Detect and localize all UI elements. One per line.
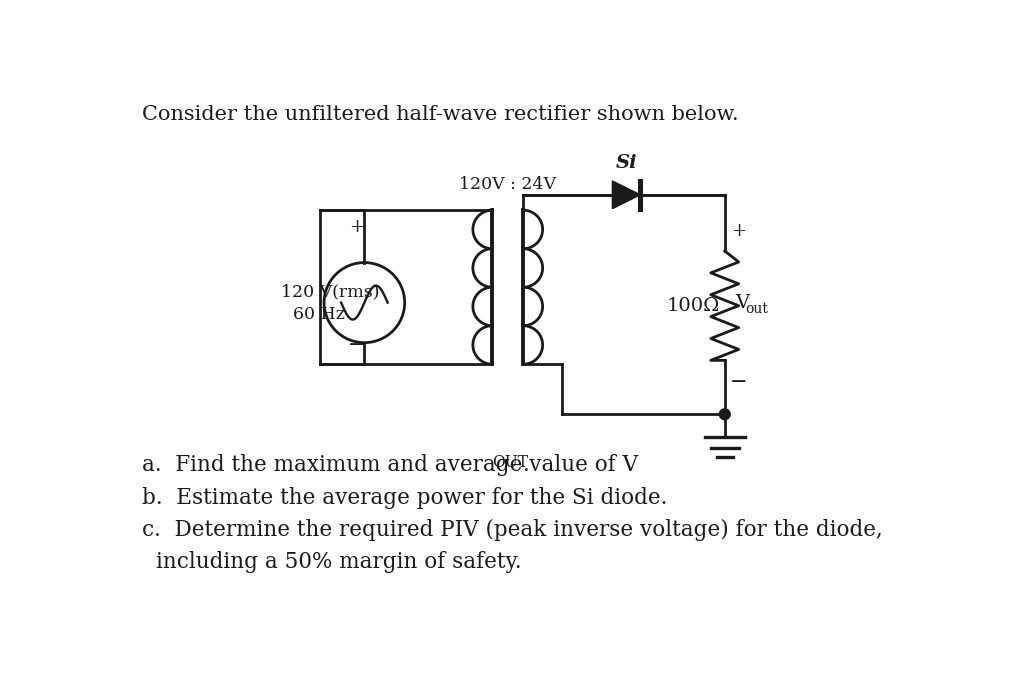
Text: 120V : 24V: 120V : 24V <box>459 176 556 193</box>
Text: Consider the unfiltered half-wave rectifier shown below.: Consider the unfiltered half-wave rectif… <box>142 105 738 124</box>
Text: OUT: OUT <box>493 455 528 471</box>
Text: +: + <box>731 222 746 240</box>
Polygon shape <box>612 181 640 209</box>
Text: 60 Hz: 60 Hz <box>293 306 345 324</box>
Text: a.  Find the maximum and average value of V: a. Find the maximum and average value of… <box>142 455 638 476</box>
Text: .: . <box>523 455 530 476</box>
Text: −: − <box>730 373 748 392</box>
Text: +: + <box>349 218 365 236</box>
Text: including a 50% margin of safety.: including a 50% margin of safety. <box>156 552 521 573</box>
Text: 100Ω: 100Ω <box>667 297 720 315</box>
Text: −: − <box>348 336 366 355</box>
Text: Si: Si <box>615 154 637 172</box>
Text: V: V <box>735 294 750 312</box>
Text: c.  Determine the required PIV (peak inverse voltage) for the diode,: c. Determine the required PIV (peak inve… <box>142 519 883 541</box>
Text: 120 V(rms): 120 V(rms) <box>281 283 379 300</box>
Circle shape <box>719 409 730 420</box>
Text: b.  Estimate the average power for the Si diode.: b. Estimate the average power for the Si… <box>142 486 668 509</box>
Text: out: out <box>745 301 769 316</box>
